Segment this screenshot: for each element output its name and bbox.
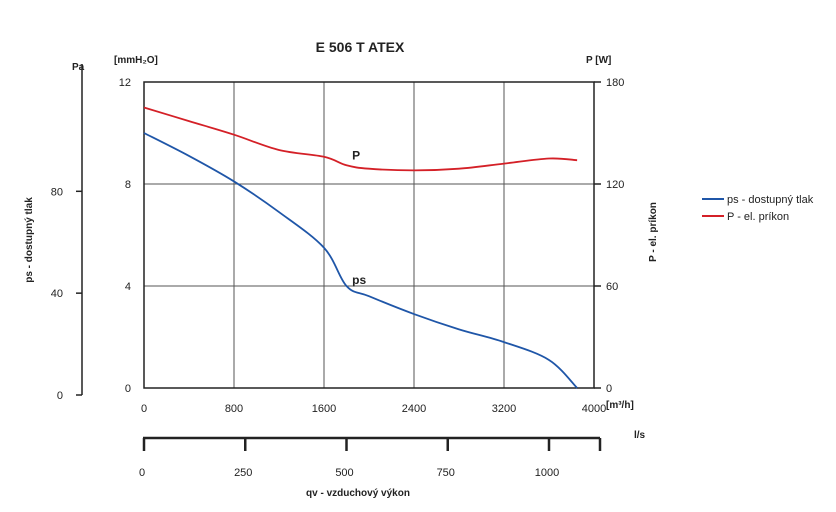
x-tick-label: 2400	[402, 403, 426, 415]
y-right-tick-label: 60	[606, 281, 618, 293]
x-unit-primary: [m³/h]	[606, 400, 634, 411]
x-tick-label: 0	[141, 403, 147, 415]
y-left-unit-pa: Pa	[72, 62, 85, 73]
y-right-tick-label: 180	[606, 77, 624, 89]
y-left-pa-tick-label: 40	[51, 288, 63, 300]
tick-labels: 0 800 1600 2400 3200 400004812060120180040800…	[51, 77, 625, 479]
x2-tick-label: 0	[139, 467, 145, 479]
y-left-mm-tick-label: 4	[125, 281, 131, 293]
x-tick-label: 800	[225, 403, 243, 415]
series-line-ps	[143, 132, 578, 389]
y-left-mm-tick-label: 8	[125, 179, 131, 191]
y-left-pa-tick-label: 0	[57, 390, 63, 402]
y-right-axis-label: P - el. príkon	[648, 202, 659, 262]
y-right-tick-label: 0	[606, 383, 612, 395]
series-label-p: P	[352, 148, 360, 162]
axes	[76, 64, 602, 451]
y-left-mm-tick-label: 12	[119, 77, 131, 89]
y-left-pa-tick-label: 80	[51, 186, 63, 198]
x2-tick-label: 750	[437, 467, 455, 479]
y-left-axis-label: ps - dostupný tlak	[24, 197, 35, 283]
y-left-unit-mm: [mmH₂O]	[114, 55, 158, 66]
x-unit-secondary: l/s	[634, 430, 646, 441]
series-lines	[143, 106, 578, 389]
series-line-p	[143, 106, 578, 172]
x2-tick-label: 500	[335, 467, 353, 479]
x-tick-label: 4000	[582, 403, 606, 415]
x2-tick-label: 1000	[535, 467, 559, 479]
plot-frame	[143, 81, 595, 389]
y-right-unit: P [W]	[586, 55, 611, 66]
grid	[144, 82, 594, 388]
x2-tick-label: 250	[234, 467, 252, 479]
x-axis-label: qv - vzduchový výkon	[306, 488, 410, 499]
y-right-tick-label: 120	[606, 179, 624, 191]
x-tick-label: 1600	[312, 403, 336, 415]
legend-label-p: P - el. príkon	[727, 211, 789, 223]
chart-title: E 506 T ATEX	[316, 39, 405, 55]
legend: ps - dostupný tlak P - el. príkon	[702, 194, 814, 223]
legend-label-ps: ps - dostupný tlak	[727, 194, 814, 206]
x-tick-label: 3200	[492, 403, 516, 415]
series-label-ps: ps	[352, 273, 366, 287]
y-left-mm-tick-label: 0	[125, 383, 131, 395]
